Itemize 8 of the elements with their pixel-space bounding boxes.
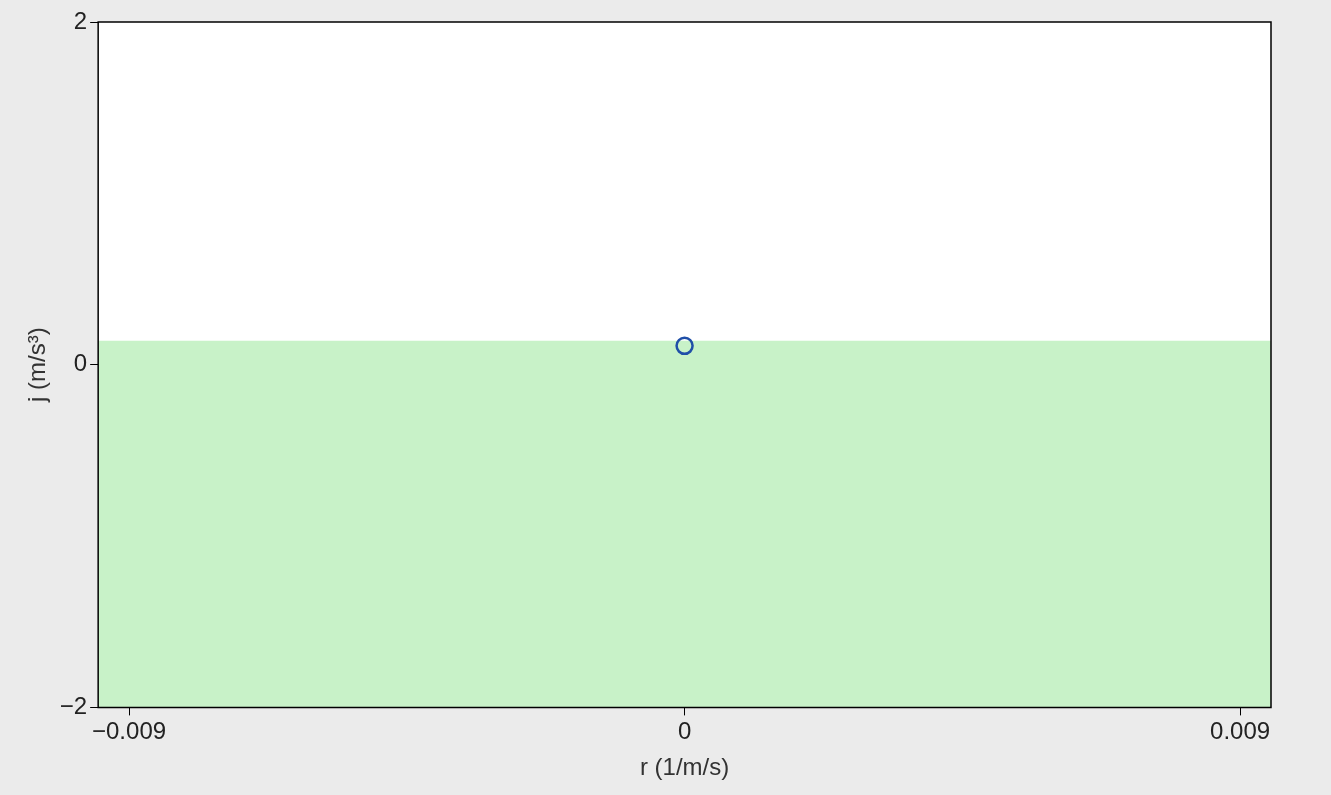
y-axis-title: j (m/s³) [23,327,51,404]
x-tick-label: 0.009 [1210,717,1271,745]
y-tick-label: 2 [73,6,88,34]
y-tick-label: −2 [59,692,88,720]
x-tick-label: −0.009 [91,717,167,745]
x-tick-label: 0 [677,717,692,745]
y-tick-label: 0 [73,349,88,377]
x-axis-title: r (1/m/s) [639,753,730,781]
